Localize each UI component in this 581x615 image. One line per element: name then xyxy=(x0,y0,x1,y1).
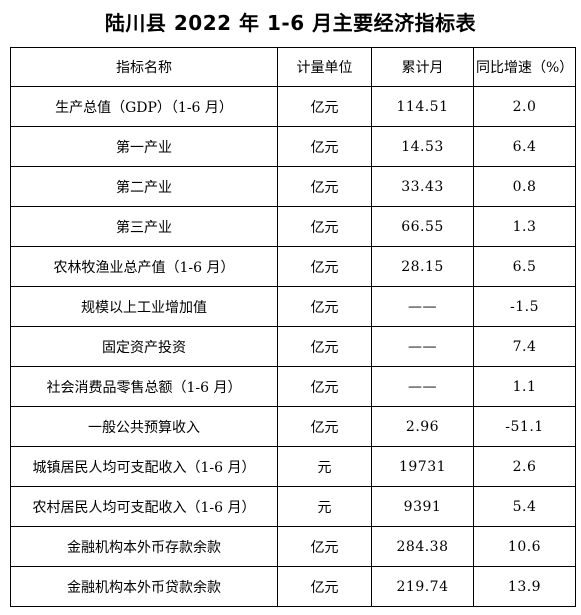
unit-cell: 亿元 xyxy=(277,126,372,167)
indicator-name-cell: 固定资产投资 xyxy=(10,326,278,367)
cumulative-cell: 2.96 xyxy=(371,406,474,447)
table-row: 金融机构本外币存款余款 亿元 284.38 10.6 xyxy=(10,526,576,567)
yoy-growth-cell: 5.4 xyxy=(473,486,576,527)
table-row: 固定资产投资 亿元 —— 7.4 xyxy=(10,326,576,367)
unit-cell: 亿元 xyxy=(277,566,372,607)
yoy-growth-cell: -51.1 xyxy=(473,406,576,447)
indicator-name-cell: 城镇居民人均可支配收入（1-6 月） xyxy=(10,446,278,487)
indicator-name-cell: 第一产业 xyxy=(10,126,278,167)
table-row: 规模以上工业增加值 亿元 —— -1.5 xyxy=(10,286,576,327)
table-header-row: 指标名称 计量单位 累计月 同比增速（%） xyxy=(10,47,576,87)
indicator-name-cell: 一般公共预算收入 xyxy=(10,406,278,447)
indicator-name-cell: 农林牧渔业总产值（1-6 月） xyxy=(10,246,278,287)
cumulative-cell: 284.38 xyxy=(371,526,474,567)
table-row: 第二产业 亿元 33.43 0.8 xyxy=(10,166,576,207)
table-row: 一般公共预算收入 亿元 2.96 -51.1 xyxy=(10,406,576,447)
indicator-name-cell: 生产总值（GDP）（1-6 月） xyxy=(10,86,278,127)
indicator-name-cell: 社会消费品零售总额（1-6 月） xyxy=(10,366,278,407)
unit-cell: 亿元 xyxy=(277,326,372,367)
cumulative-cell: —— xyxy=(371,366,474,407)
yoy-growth-cell: 1.3 xyxy=(473,206,576,247)
cumulative-cell: 219.74 xyxy=(371,566,474,607)
indicator-name-cell: 规模以上工业增加值 xyxy=(10,286,278,327)
unit-cell: 亿元 xyxy=(277,366,372,407)
cumulative-cell: 114.51 xyxy=(371,86,474,127)
unit-cell: 亿元 xyxy=(277,86,372,127)
table-row: 第三产业 亿元 66.55 1.3 xyxy=(10,206,576,247)
header-cumulative: 累计月 xyxy=(371,47,474,87)
unit-cell: 亿元 xyxy=(277,166,372,207)
yoy-growth-cell: 7.4 xyxy=(473,326,576,367)
table-row: 社会消费品零售总额（1-6 月） 亿元 —— 1.1 xyxy=(10,366,576,407)
indicator-name-cell: 第二产业 xyxy=(10,166,278,207)
economic-indicators-table: 指标名称 计量单位 累计月 同比增速（%） 生产总值（GDP）（1-6 月） 亿… xyxy=(10,47,576,607)
yoy-growth-cell: -1.5 xyxy=(473,286,576,327)
indicator-name-cell: 农村居民人均可支配收入（1-6 月） xyxy=(10,486,278,527)
unit-cell: 元 xyxy=(277,486,372,527)
unit-cell: 亿元 xyxy=(277,526,372,567)
table-row: 农林牧渔业总产值（1-6 月） 亿元 28.15 6.5 xyxy=(10,246,576,287)
table-title: 陆川县 2022 年 1-6 月主要经济指标表 xyxy=(104,11,477,35)
indicator-name-cell: 金融机构本外币存款余款 xyxy=(10,526,278,567)
unit-cell: 元 xyxy=(277,446,372,487)
header-yoy-growth: 同比增速（%） xyxy=(473,47,576,87)
yoy-growth-cell: 2.6 xyxy=(473,446,576,487)
yoy-growth-cell: 2.0 xyxy=(473,86,576,127)
table-row: 生产总值（GDP）（1-6 月） 亿元 114.51 2.0 xyxy=(10,86,576,127)
table-row: 第一产业 亿元 14.53 6.4 xyxy=(10,126,576,167)
table-row: 金融机构本外币贷款余款 亿元 219.74 13.9 xyxy=(10,566,576,607)
yoy-growth-cell: 0.8 xyxy=(473,166,576,207)
unit-cell: 亿元 xyxy=(277,286,372,327)
cumulative-cell: 33.43 xyxy=(371,166,474,207)
indicator-name-cell: 第三产业 xyxy=(10,206,278,247)
yoy-growth-cell: 1.1 xyxy=(473,366,576,407)
unit-cell: 亿元 xyxy=(277,246,372,287)
cumulative-cell: —— xyxy=(371,326,474,367)
header-unit: 计量单位 xyxy=(277,47,372,87)
unit-cell: 亿元 xyxy=(277,406,372,447)
table-row: 农村居民人均可支配收入（1-6 月） 元 9391 5.4 xyxy=(10,486,576,527)
header-indicator-name: 指标名称 xyxy=(10,47,278,87)
yoy-growth-cell: 10.6 xyxy=(473,526,576,567)
cumulative-cell: 9391 xyxy=(371,486,474,527)
cumulative-cell: 28.15 xyxy=(371,246,474,287)
yoy-growth-cell: 6.5 xyxy=(473,246,576,287)
cumulative-cell: 66.55 xyxy=(371,206,474,247)
yoy-growth-cell: 13.9 xyxy=(473,566,576,607)
cumulative-cell: 19731 xyxy=(371,446,474,487)
cumulative-cell: —— xyxy=(371,286,474,327)
cumulative-cell: 14.53 xyxy=(371,126,474,167)
yoy-growth-cell: 6.4 xyxy=(473,126,576,167)
unit-cell: 亿元 xyxy=(277,206,372,247)
table-row: 城镇居民人均可支配收入（1-6 月） 元 19731 2.6 xyxy=(10,446,576,487)
indicator-name-cell: 金融机构本外币贷款余款 xyxy=(10,566,278,607)
